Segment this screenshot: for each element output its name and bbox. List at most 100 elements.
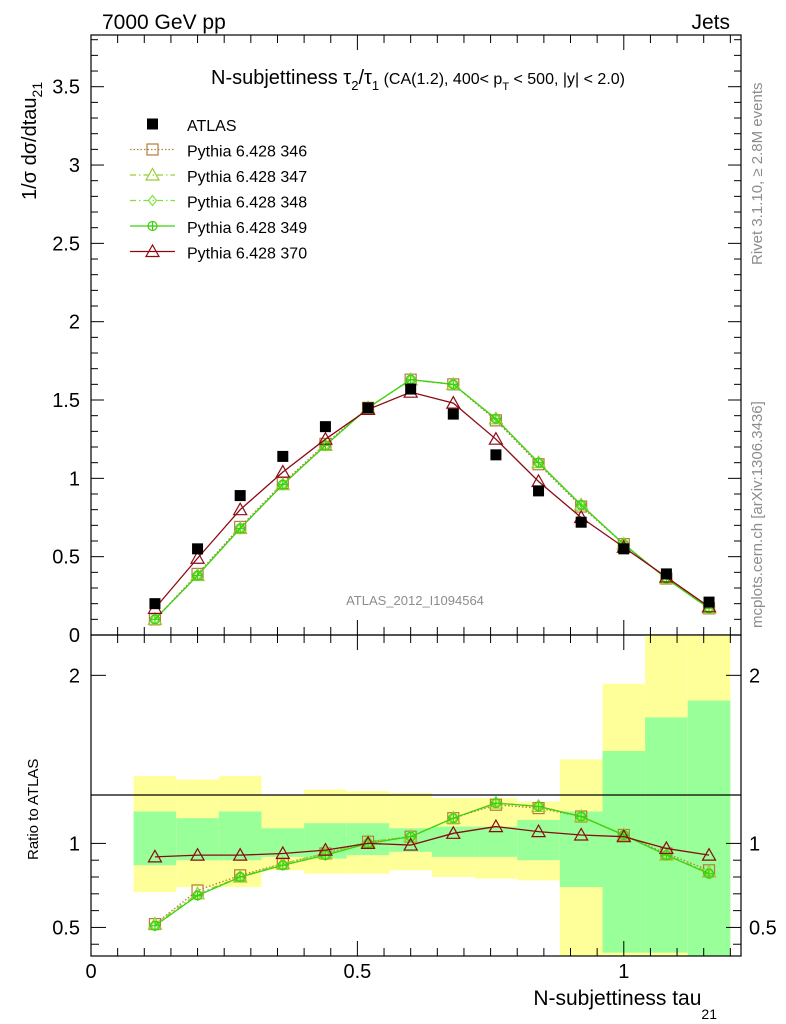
- header-right: Jets: [691, 11, 730, 34]
- ratio-y-tick-label-right: 2: [749, 665, 760, 687]
- main-y-tick-label: 1: [69, 468, 80, 490]
- ratio-marker-4: [190, 847, 206, 861]
- ratio-marker-3: [235, 871, 246, 883]
- main-y-ticks: [91, 39, 741, 620]
- legend-label-0: Pythia 6.428 346: [187, 144, 307, 161]
- atlas-data-point: [277, 450, 289, 462]
- main-y-tick-label: 2.5: [52, 233, 80, 255]
- series-marker-3: [405, 374, 416, 385]
- ratio-series: [147, 795, 717, 932]
- ratio-band-inner: [602, 750, 646, 953]
- ratio-y-ticks: [91, 674, 741, 945]
- legend-label-atlas: ATLAS: [187, 118, 237, 135]
- legend-marker-3: [147, 220, 158, 232]
- series-marker-3: [277, 479, 288, 490]
- header-left: 7000 GeV pp: [102, 11, 226, 34]
- ratio-marker-3: [149, 920, 161, 931]
- ratio-marker-4: [317, 842, 333, 856]
- ratio-band-inner: [687, 700, 731, 956]
- ratio-band-inner: [559, 811, 603, 888]
- legend-marker-4: [144, 243, 161, 258]
- legend-marker-1: [144, 167, 161, 181]
- ratio-y-tick-label-left: 0.5: [52, 917, 80, 939]
- ratio-marker-4: [360, 835, 376, 849]
- mcplots-label: mcplots.cern.ch [arXiv:1306.3436]: [749, 401, 766, 628]
- main-y-tick-label: 3: [69, 155, 80, 177]
- ratio-marker-3: [192, 890, 203, 901]
- ratio-band-inner: [517, 819, 560, 861]
- series-marker-3: [448, 379, 459, 390]
- series-marker-4: [275, 464, 291, 478]
- main-y-tick-label: 2: [69, 312, 80, 334]
- main-y-tick-label: 0.5: [52, 547, 80, 569]
- ratio-marker-3: [405, 831, 416, 842]
- ratio-marker-3: [490, 797, 502, 809]
- ratio-marker-3: [448, 813, 459, 824]
- ratio-y-tick-label-left: 2: [69, 665, 80, 687]
- chart-title: N-subjettiness τ2/τ1 (CA(1.2), 400< pT <…: [211, 67, 625, 93]
- ratio-band-inner: [133, 811, 177, 866]
- atlas-data-point: [575, 516, 587, 528]
- ratio-uncertainty-bands: [133, 635, 731, 956]
- x-tick-label: 0: [85, 961, 96, 983]
- atlas-data-point: [447, 408, 459, 420]
- ratio-marker-4: [275, 845, 291, 860]
- x-tick-labels: 0 0.5 1: [85, 961, 629, 983]
- series-marker-3: [235, 523, 246, 534]
- rivet-label: Rivet 3.1.10, ≥ 2.8M events: [749, 83, 766, 266]
- ratio-band-inner: [645, 717, 688, 953]
- series-marker-4: [317, 431, 333, 445]
- analysis-watermark: ATLAS_2012_I1094564: [346, 593, 484, 608]
- series-line-3: [154, 378, 710, 620]
- ratio-marker-4: [488, 818, 504, 833]
- series-marker-4: [232, 501, 248, 516]
- series-marker-3: [490, 413, 502, 424]
- ratio-marker-3: [277, 860, 288, 871]
- ratio-y-tick-labels: 0.5 0.5 1 1 2 2: [52, 665, 777, 939]
- ratio-line-4: [154, 825, 710, 858]
- series-marker-3: [576, 499, 587, 511]
- ratio-band-inner: [176, 818, 219, 861]
- ratio-marker-4: [531, 823, 547, 838]
- main-y-tick-label: 1.5: [52, 390, 80, 412]
- series-marker-3: [533, 457, 544, 468]
- atlas-data-point: [618, 543, 630, 555]
- ratio-marker-3: [703, 868, 715, 879]
- atlas-data-point: [703, 596, 715, 608]
- x-tick-label: 1: [618, 961, 629, 983]
- atlas-data-point: [362, 402, 374, 414]
- ratio-y-tick-label-right: 0.5: [749, 917, 777, 939]
- atlas-data-point: [192, 543, 204, 555]
- ratio-panel: 0.5 0.51 12 2 0 0.5 1 Ratio to ATLAS: [25, 634, 777, 983]
- atlas-data-point: [660, 568, 672, 580]
- x-axis-label: N-subjettiness tau21: [533, 987, 717, 1022]
- ratio-marker-3: [576, 811, 587, 822]
- main-x-ticks: [90, 35, 731, 635]
- ratio-marker-3: [661, 850, 672, 861]
- ratio-marker-4: [147, 849, 163, 863]
- atlas-data-point: [405, 383, 417, 395]
- ratio-marker-4: [616, 828, 632, 843]
- atlas-data-point: [533, 485, 545, 497]
- atlas-data-points: [149, 383, 715, 610]
- legend-marker-2: [147, 194, 158, 207]
- ratio-marker-4: [658, 840, 674, 855]
- legend-label-2: Pythia 6.428 348: [187, 195, 307, 212]
- ratio-marker-4: [232, 847, 248, 861]
- ratio-y-tick-label-right: 1: [749, 833, 760, 855]
- series-marker-4: [445, 395, 461, 409]
- legend: ATLAS Pythia 6.428 346 Pythia 6.428 347 Pyt…: [130, 118, 307, 263]
- main-series: [147, 371, 717, 626]
- main-y-tick-labels: 0.5 1 1.5 2 2.5 3 3.5 0: [52, 77, 80, 647]
- atlas-data-point: [149, 598, 161, 610]
- ratio-frame: [90, 634, 742, 957]
- atlas-data-point: [490, 449, 502, 461]
- ratio-line-3: [154, 802, 710, 927]
- series-marker-3: [320, 440, 331, 451]
- legend-marker-atlas: [147, 118, 158, 130]
- ratio-marker-3: [533, 801, 544, 812]
- ratio-band-inner: [218, 811, 262, 861]
- main-y-axis-label: 1/σ dσ/dtau21: [19, 82, 45, 200]
- atlas-data-point: [234, 490, 246, 502]
